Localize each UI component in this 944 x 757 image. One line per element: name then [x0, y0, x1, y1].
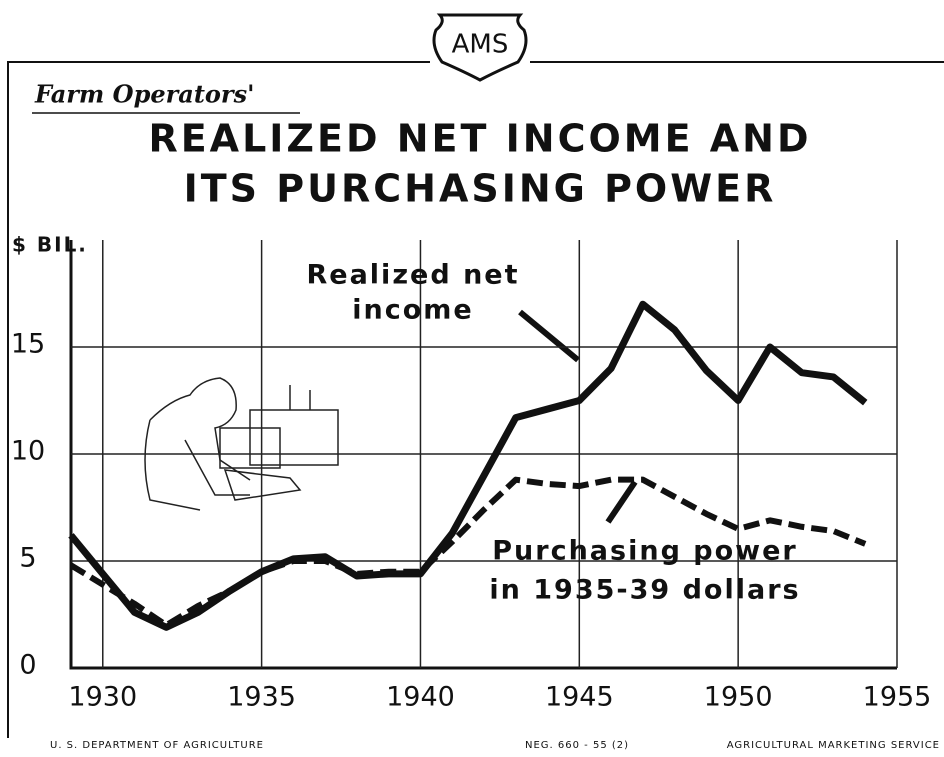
series-label: Purchasing power	[492, 536, 798, 567]
x-tick-label: 1945	[545, 682, 614, 713]
footer: U. S. DEPARTMENT OF AGRICULTURE	[50, 740, 264, 751]
subtitle: Farm Operators'	[34, 80, 254, 109]
chart: AMS Farm Operators' REALIZED NET INCOME …	[0, 0, 944, 757]
x-tick-label: 1930	[68, 682, 137, 713]
title-line: REALIZED NET INCOME AND	[148, 117, 811, 161]
x-tick-label: 1935	[227, 682, 296, 713]
y-axis-label: $ BIL.	[12, 233, 88, 257]
series-label: Realized net	[306, 260, 519, 291]
y-tick-label: 0	[19, 650, 36, 681]
footer: AGRICULTURAL MARKETING SERVICE	[727, 740, 940, 751]
x-tick-label: 1950	[704, 682, 773, 713]
footer: NEG. 660 - 55 (2)	[525, 740, 629, 751]
series-label: income	[352, 295, 473, 326]
y-tick-label: 5	[19, 543, 36, 574]
x-tick-label: 1940	[386, 682, 455, 713]
logo-text: AMS	[452, 30, 509, 60]
title-line: ITS PURCHASING POWER	[184, 167, 777, 211]
y-tick-label: 15	[11, 329, 45, 360]
series-label: in 1935-39 dollars	[489, 575, 800, 606]
y-tick-label: 10	[11, 436, 45, 467]
x-tick-label: 1955	[863, 682, 932, 713]
